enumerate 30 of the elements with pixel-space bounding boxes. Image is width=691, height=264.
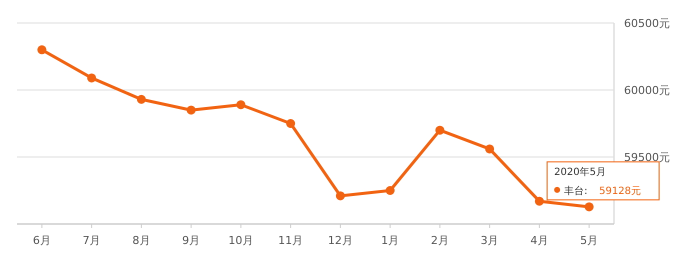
- x-tick-label: 9月: [182, 234, 200, 247]
- x-tick-label: 4月: [530, 234, 548, 247]
- y-tick-label: 60000元: [624, 84, 670, 97]
- point: [485, 144, 494, 154]
- point: [584, 202, 594, 212]
- point: [236, 100, 246, 110]
- point: [186, 106, 196, 115]
- legend-label: 丰台:: [564, 184, 588, 197]
- data-label: 59128元: [599, 186, 641, 197]
- y-tick-label: 60500元: [624, 17, 670, 30]
- point: [286, 119, 296, 128]
- point: [37, 45, 46, 54]
- annotation: 2020年5月: [554, 166, 606, 178]
- y-tick-label: 59500元: [624, 151, 670, 164]
- x-tick-label: 8月: [132, 234, 150, 247]
- point: [136, 94, 146, 104]
- point: [386, 186, 395, 195]
- point: [534, 196, 544, 206]
- x-tick-label: 2月: [430, 234, 449, 247]
- x-tick-label: 5月: [580, 234, 598, 247]
- x-tick-label: 10月: [228, 234, 254, 247]
- point: [336, 191, 345, 200]
- point: [435, 126, 444, 135]
- x-tick-label: 7月: [82, 234, 101, 247]
- x-tick-label: 3月: [480, 234, 499, 247]
- x-tick-label: 11月: [278, 234, 304, 247]
- point: [87, 73, 96, 82]
- x-tick-label: 12月: [328, 234, 353, 247]
- x-tick-label: 1月: [381, 234, 400, 247]
- x-tick-label: 6月: [32, 234, 51, 247]
